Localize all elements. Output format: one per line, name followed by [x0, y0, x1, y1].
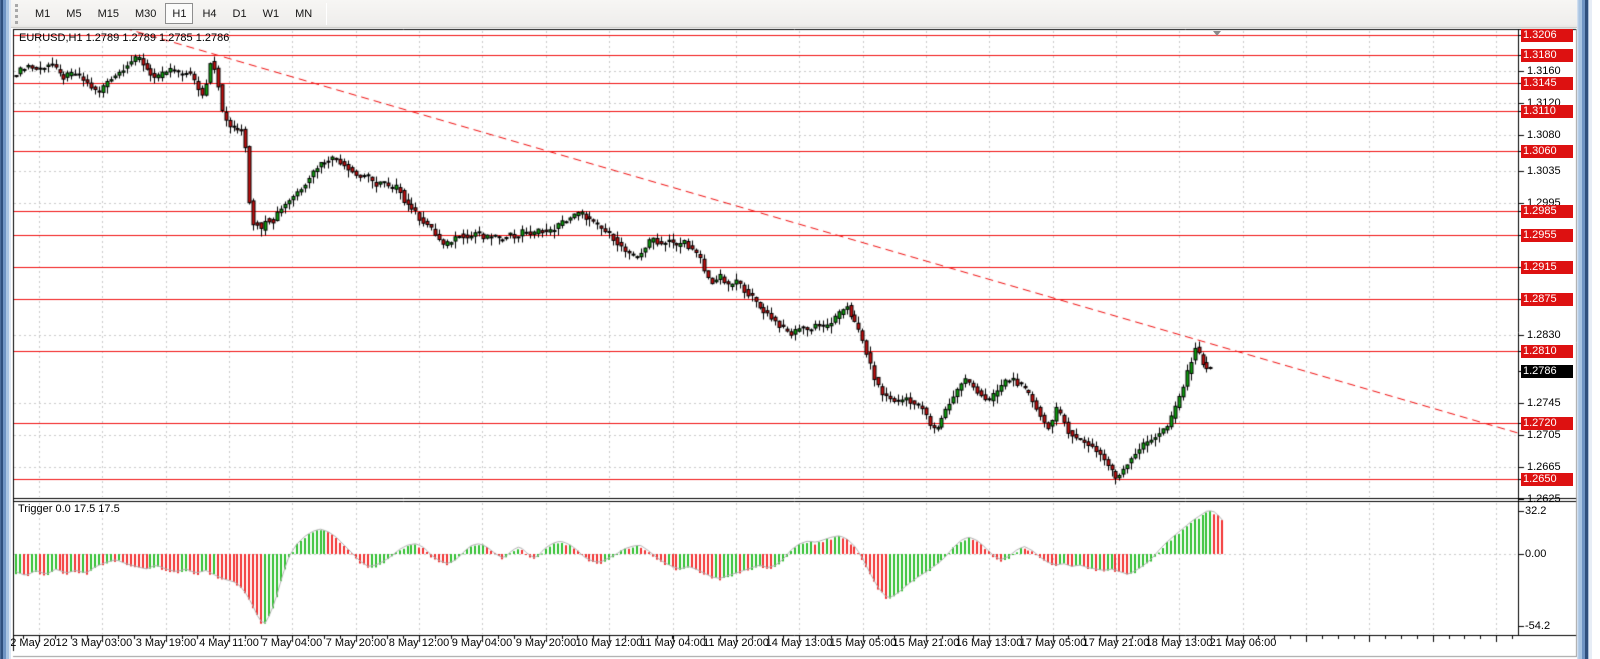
price-axis-label-1.2625: 1.2625 — [1527, 493, 1561, 505]
timeframe-buttons: M1 M5 M15 M30 H1 H4 D1 W1 MN — [27, 3, 320, 24]
time-axis-label: 9 May 04:00 — [451, 637, 513, 649]
time-axis-label: 4 May 11:00 — [199, 637, 259, 649]
timeframe-button-m1[interactable]: M1 — [28, 3, 57, 24]
time-axis-label: 15 May 05:00 — [829, 637, 897, 649]
price-axis-label-1.2665: 1.2665 — [1527, 461, 1561, 473]
time-axis-label: 10 May 12:00 — [575, 637, 643, 649]
time-axis-label: 17 May 05:00 — [1019, 637, 1087, 649]
price-axis-label-1.2745: 1.2745 — [1527, 397, 1561, 409]
price-level-label-1.2915: 1.2915 — [1521, 261, 1573, 274]
time-axis-label: 16 May 13:00 — [955, 637, 1023, 649]
toolbar-separator — [326, 2, 328, 25]
price-axis-label-1.3080: 1.3080 — [1527, 129, 1561, 141]
toolbar-grip[interactable] — [15, 3, 18, 24]
price-level-label-1.3206: 1.3206 — [1521, 29, 1573, 42]
indicator-axis-label: 0.00 — [1525, 548, 1547, 560]
time-axis-label: 7 May 20:00 — [325, 637, 387, 649]
timeframe-button-m5[interactable]: M5 — [59, 3, 88, 24]
price-level-label-1.2720: 1.2720 — [1521, 417, 1573, 430]
price-level-label-1.3060: 1.3060 — [1521, 145, 1573, 158]
indicator-axis-label: -54.2 — [1525, 620, 1551, 632]
indicator-label: Trigger 0.0 17.5 17.5 — [18, 503, 120, 515]
timeframe-button-m30[interactable]: M30 — [128, 3, 163, 24]
price-level-label-1.3180: 1.3180 — [1521, 49, 1573, 62]
time-axis-label: 21 May 06:00 — [1209, 637, 1277, 649]
time-axis-label: 3 May 03:00 — [71, 637, 133, 649]
time-axis-label: 9 May 20:00 — [515, 637, 577, 649]
price-axis-label-1.2705: 1.2705 — [1527, 429, 1561, 441]
window-frame-left — [0, 0, 11, 659]
window-frame-right — [1577, 0, 1592, 659]
timeframe-button-h1[interactable]: H1 — [165, 3, 194, 24]
timeframe-button-mn[interactable]: MN — [288, 3, 319, 24]
time-axis-label: 11 May 04:00 — [640, 637, 706, 649]
time-axis-label: 15 May 21:00 — [892, 637, 960, 649]
time-axis-label: 2 May 2012 — [10, 637, 68, 649]
timeframe-button-m15[interactable]: M15 — [91, 3, 126, 24]
timeframe-button-h4[interactable]: H4 — [195, 3, 223, 24]
price-axis-label-1.2830: 1.2830 — [1527, 329, 1561, 341]
timeframe-button-w1[interactable]: W1 — [256, 3, 287, 24]
chart-shift-marker-icon[interactable] — [1213, 31, 1221, 36]
time-axis-label: 8 May 12:00 — [388, 637, 450, 649]
indicator-axis-label: 32.2 — [1525, 505, 1547, 517]
price-level-label-1.3110: 1.3110 — [1521, 105, 1573, 118]
current-price-label: 1.2786 — [1521, 365, 1573, 378]
price-level-label-1.2875: 1.2875 — [1521, 293, 1573, 306]
timeframe-button-d1[interactable]: D1 — [226, 3, 254, 24]
time-axis-label: 3 May 19:00 — [135, 637, 197, 649]
time-axis-label: 17 May 21:00 — [1082, 637, 1150, 649]
time-axis-label: 14 May 13:00 — [765, 637, 833, 649]
price-axis-label-1.3035: 1.3035 — [1527, 165, 1561, 177]
price-level-label-1.2985: 1.2985 — [1521, 205, 1573, 218]
time-axis-label: 7 May 04:00 — [261, 637, 323, 649]
price-level-label-1.2955: 1.2955 — [1521, 229, 1573, 242]
price-level-label-1.2810: 1.2810 — [1521, 345, 1573, 358]
price-level-label-1.3145: 1.3145 — [1521, 77, 1573, 90]
timeframe-toolbar: M1 M5 M15 M30 H1 H4 D1 W1 MN — [11, 0, 1577, 28]
chart-title: EURUSD,H1 1.2789 1.2789 1.2785 1.2786 — [19, 32, 230, 44]
price-level-label-1.2650: 1.2650 — [1521, 473, 1573, 486]
time-axis-label: 11 May 20:00 — [703, 637, 769, 649]
price-axis-label-1.3160: 1.3160 — [1527, 65, 1561, 77]
time-axis-label: 18 May 13:00 — [1145, 637, 1213, 649]
